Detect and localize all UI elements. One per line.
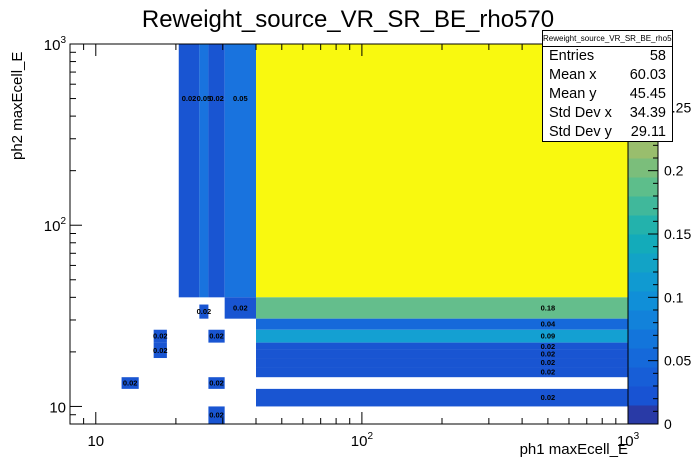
stats-row-mean-y: Mean y 45.45: [543, 85, 672, 104]
heatmap-cell: [208, 329, 225, 343]
heatmap-cell: [199, 304, 209, 319]
cell-value-label: 0.02: [209, 379, 224, 388]
stats-key: Std Dev y: [549, 124, 612, 140]
stats-box: Reweight_source_VR_SR_BE_rho570 Entries …: [542, 30, 673, 142]
stats-row-std-y: Std Dev y 29.11: [543, 123, 672, 142]
y-tick-label: 103: [44, 35, 67, 54]
heatmap-cell: [224, 297, 256, 319]
cell-value-label: 0.02: [541, 393, 556, 402]
stats-key: Mean x: [549, 67, 597, 83]
cell-value-label: 0.05: [233, 94, 248, 103]
colorbar-segment: [628, 386, 658, 406]
y-axis-label: ph2 maxEcell_E: [9, 51, 26, 160]
heatmap-cell: [256, 349, 628, 359]
stats-value: 34.39: [629, 105, 666, 121]
y-tick-label: 102: [44, 216, 67, 235]
cell-value-label: 0.02: [541, 368, 556, 377]
colorbar-segment: [628, 405, 658, 425]
stats-row-std-x: Std Dev x 34.39: [543, 104, 672, 123]
colorbar-tick-label: 0.2: [664, 163, 684, 179]
y-tick-label: 10: [49, 399, 66, 416]
chart-title: Reweight_source_VR_SR_BE_rho570: [141, 6, 555, 33]
stats-row-mean-x: Mean x 60.03: [543, 66, 672, 85]
x-tick-label: 103: [617, 431, 640, 450]
stats-key: Mean y: [549, 86, 597, 102]
heatmap-cell: [199, 44, 209, 298]
colorbar-segment: [628, 196, 658, 216]
x-tick-label: 102: [351, 431, 374, 450]
cell-value-label: 0.02: [541, 358, 556, 367]
colorbar-segment: [628, 158, 658, 178]
cell-value-label: 0.02: [541, 349, 556, 358]
cell-value-label: 0.02: [153, 346, 168, 355]
heatmap-cell: [256, 358, 628, 368]
heatmap-cell: [256, 388, 628, 407]
stats-box-title: Reweight_source_VR_SR_BE_rho570: [543, 31, 672, 47]
cell-value-label: 0.02: [197, 307, 212, 316]
heatmap-cell: [208, 377, 225, 389]
colorbar-segment: [628, 177, 658, 197]
heatmap-cell: [153, 329, 167, 343]
heatmap-cell: [208, 406, 225, 424]
stats-key: Entries: [549, 48, 595, 64]
x-tick-label: 10: [87, 433, 104, 450]
x-axis-label: ph1 maxEcell_E: [519, 441, 628, 458]
stats-value: 45.45: [629, 86, 666, 102]
colorbar-tick-label: 0.05: [664, 353, 691, 369]
colorbar-segment: [628, 215, 658, 235]
colorbar-segment: [628, 367, 658, 387]
stats-value: 60.03: [629, 67, 666, 83]
heatmap-cell: [256, 329, 628, 343]
stats-value: 29.11: [630, 124, 666, 140]
colorbar-segment: [628, 272, 658, 292]
heatmap-cell: [256, 367, 628, 378]
stats-row-entries: Entries 58: [543, 47, 672, 66]
cell-value-label: 0.04: [541, 320, 556, 329]
heatmap-cell: [153, 342, 167, 359]
heatmap-cell: [224, 44, 256, 298]
colorbar-segment: [628, 234, 658, 254]
cell-value-label: 0.02: [541, 342, 556, 351]
cell-value-label: 0.05: [197, 94, 212, 103]
heatmap-cell: [178, 44, 200, 298]
heatmap-cell: [208, 44, 225, 298]
cell-value-label: 0.09: [541, 332, 556, 341]
cell-value-label: 0.02: [209, 94, 224, 103]
cell-value-label: 0.02: [209, 332, 224, 341]
colorbar-tick-label: 0.1: [664, 289, 684, 305]
cell-value-label: 0.02: [123, 379, 138, 388]
cell-value-label: 0.02: [182, 94, 197, 103]
colorbar-tick-label: 0: [664, 416, 672, 432]
colorbar-segment: [628, 139, 658, 159]
cell-value-label: 0.02: [233, 304, 248, 313]
colorbar-tick-label: 0.15: [664, 226, 691, 242]
cell-value-label: 0.02: [153, 332, 168, 341]
colorbar-segment: [628, 348, 658, 368]
heatmap-cell: [256, 342, 628, 350]
heatmap-cell: [256, 297, 628, 319]
stats-key: Std Dev x: [549, 105, 612, 121]
heatmap-cell: [256, 318, 628, 330]
cell-value-label: 0.02: [209, 411, 224, 420]
heatmap-cell: [121, 377, 139, 389]
stats-value: 58: [649, 48, 666, 64]
colorbar-segment: [628, 329, 658, 349]
cell-value-label: 0.18: [541, 304, 556, 313]
colorbar-segment: [628, 291, 658, 311]
colorbar-segment: [628, 310, 658, 330]
colorbar-segment: [628, 253, 658, 273]
